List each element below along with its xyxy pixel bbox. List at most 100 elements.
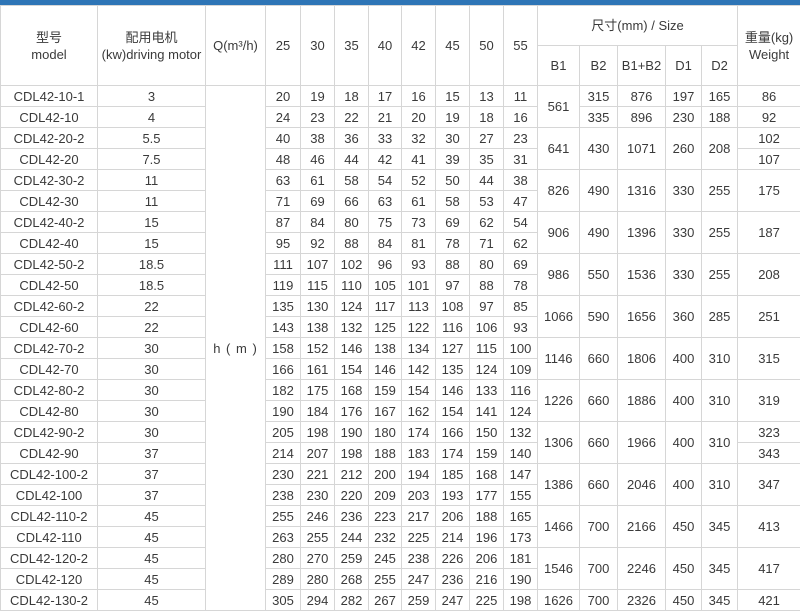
head-value-cell: 23: [300, 106, 335, 128]
head-value-cell: 140: [503, 442, 538, 464]
motor-cell: 18.5: [97, 274, 206, 296]
head-value-cell: 282: [334, 589, 369, 611]
weight-cell: 323: [737, 421, 800, 443]
head-value-cell: 182: [265, 379, 301, 401]
size-cell: 561: [537, 85, 580, 128]
head-value-cell: 93: [503, 316, 538, 338]
head-value-cell: 225: [469, 589, 504, 611]
head-value-cell: 46: [300, 148, 335, 170]
head-value-cell: 108: [435, 295, 470, 317]
head-value-cell: 111: [265, 253, 301, 275]
table-row: CDL42-120 45 289 280 268 255 247 236 216 190: [0, 568, 800, 590]
head-value-cell: 206: [469, 547, 504, 569]
size-cell: 660: [579, 463, 618, 506]
head-value-cell: 238: [401, 547, 436, 569]
weight-cell: 208: [737, 253, 800, 296]
table-header: 型号 model 配用电机 (kw)driving motor Q(m³/h) …: [0, 5, 800, 86]
size-cell: 641: [537, 127, 580, 170]
head-value-cell: 245: [368, 547, 402, 569]
size-cell: 660: [579, 379, 618, 422]
col-header-d2: D2: [700, 45, 739, 86]
col-header-flow-35: 35: [334, 5, 369, 86]
motor-cell: 15: [97, 211, 206, 233]
head-value-cell: 268: [334, 568, 369, 590]
head-value-cell: 236: [334, 505, 369, 527]
motor-cell: 37: [97, 484, 206, 506]
head-value-cell: 289: [265, 568, 301, 590]
head-value-cell: 15: [435, 85, 470, 107]
motor-cell: 45: [97, 547, 206, 569]
size-cell: 1626: [537, 589, 580, 611]
head-value-cell: 36: [334, 127, 369, 149]
head-value-cell: 166: [435, 421, 470, 443]
motor-cell: 45: [97, 505, 206, 527]
head-value-cell: 138: [300, 316, 335, 338]
head-value-cell: 158: [265, 337, 301, 359]
head-value-cell: 185: [435, 463, 470, 485]
head-value-cell: 71: [265, 190, 301, 212]
head-value-cell: 62: [503, 232, 538, 254]
head-value-cell: 31: [503, 148, 538, 170]
weight-cell: 413: [737, 505, 800, 548]
size-cell: 335: [579, 106, 618, 128]
table-row: CDL42-50 18.5 119 115 110 105 101 97 88 78: [0, 274, 800, 296]
head-value-cell: 181: [503, 547, 538, 569]
head-value-cell: 85: [503, 295, 538, 317]
table-row: CDL42-100-2 37 230 221 212 200 194 185 168 147 138…: [0, 463, 800, 506]
head-value-cell: 44: [334, 148, 369, 170]
head-value-cell: 176: [334, 400, 369, 422]
head-value-cell: 16: [503, 106, 538, 128]
col-header-flow-30: 30: [300, 5, 335, 86]
motor-cell: 18.5: [97, 253, 206, 275]
table-row: CDL42-110-2 45 255 246 236 223 217 206 188 165 146…: [0, 505, 800, 548]
head-value-cell: 97: [469, 295, 504, 317]
head-value-cell: 206: [435, 505, 470, 527]
head-value-cell: 216: [469, 568, 504, 590]
head-value-cell: 133: [469, 379, 504, 401]
weight-cell: 102: [737, 127, 800, 149]
size-cell: 400: [665, 463, 702, 506]
size-cell: 330: [665, 211, 702, 254]
motor-cell: 22: [97, 295, 206, 317]
head-value-cell: 61: [300, 169, 335, 191]
head-value-cell: 38: [503, 169, 538, 191]
head-value-cell: 255: [368, 568, 402, 590]
head-value-cell: 84: [300, 211, 335, 233]
model-cell: CDL42-50-2: [0, 253, 98, 275]
head-value-cell: 146: [368, 358, 402, 380]
size-cell: 590: [579, 295, 618, 338]
head-value-cell: 152: [300, 337, 335, 359]
head-value-cell: 214: [435, 526, 470, 548]
head-value-cell: 165: [503, 505, 538, 527]
head-value-cell: 255: [265, 505, 301, 527]
size-cell: 1396: [617, 211, 666, 254]
size-cell: 208: [700, 127, 739, 170]
model-cell: CDL42-10: [0, 106, 98, 128]
head-value-cell: 107: [300, 253, 335, 275]
head-value-cell: 105: [368, 274, 402, 296]
model-cell: CDL42-120: [0, 568, 98, 590]
col-header-weight-en: Weight: [748, 46, 790, 62]
head-value-cell: 141: [469, 400, 504, 422]
head-value-cell: 167: [368, 400, 402, 422]
head-value-cell: 69: [435, 211, 470, 233]
head-value-cell: 18: [469, 106, 504, 128]
head-value-cell: 138: [368, 337, 402, 359]
col-header-flow-55: 55: [503, 5, 538, 86]
size-cell: 896: [617, 106, 666, 128]
head-value-cell: 230: [265, 463, 301, 485]
col-header-flow-45: 45: [435, 5, 470, 86]
size-cell: 285: [700, 295, 739, 338]
head-value-cell: 122: [401, 316, 436, 338]
head-value-cell: 190: [334, 421, 369, 443]
col-header-motor-en: (kw)driving motor: [101, 46, 202, 62]
model-cell: CDL42-30-2: [0, 169, 98, 191]
head-value-cell: 267: [368, 589, 402, 611]
head-value-cell: 88: [334, 232, 369, 254]
head-value-cell: 92: [300, 232, 335, 254]
col-header-weight-zh: 重量(kg): [744, 29, 794, 45]
motor-cell: 11: [97, 190, 206, 212]
head-value-cell: 47: [503, 190, 538, 212]
col-header-flow-42: 42: [401, 5, 436, 86]
size-cell: 197: [665, 85, 702, 107]
